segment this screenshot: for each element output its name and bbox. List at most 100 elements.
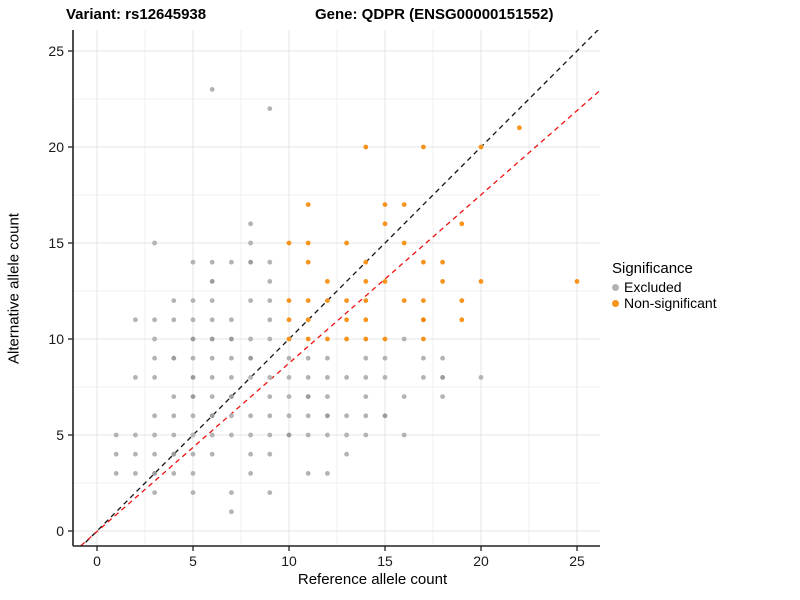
data-point (325, 394, 330, 399)
data-point (401, 298, 407, 303)
data-point (229, 394, 234, 399)
data-point (363, 259, 369, 265)
data-point (152, 413, 158, 419)
data-point (421, 375, 426, 380)
data-point (267, 413, 273, 419)
data-point (267, 490, 273, 495)
data-point (478, 144, 484, 150)
data-point (478, 375, 484, 380)
data-point (248, 355, 254, 361)
data-point (190, 259, 196, 265)
data-point (517, 125, 522, 131)
data-point (152, 355, 158, 361)
data-point (421, 298, 426, 303)
data-point (286, 317, 292, 323)
data-point (229, 259, 234, 265)
data-point (325, 279, 330, 284)
data-point (171, 432, 177, 438)
data-point (133, 317, 138, 323)
data-point (344, 432, 349, 438)
data-point (171, 355, 177, 361)
data-point (113, 432, 119, 438)
data-point (190, 355, 196, 361)
data-point (248, 240, 254, 246)
data-point (440, 375, 445, 380)
data-point (305, 471, 311, 476)
data-point (267, 394, 273, 399)
data-point (229, 375, 234, 380)
data-point (229, 355, 234, 361)
data-point (440, 259, 445, 265)
data-point (286, 355, 292, 361)
data-point (209, 87, 215, 92)
data-point (209, 375, 215, 380)
data-point (325, 432, 330, 438)
data-point (190, 394, 196, 399)
data-point (421, 336, 426, 342)
data-point (152, 432, 158, 438)
data-point (344, 298, 349, 303)
data-point (229, 336, 234, 342)
data-point (133, 471, 138, 476)
data-point (248, 336, 254, 342)
data-point (286, 298, 292, 303)
data-point (267, 432, 273, 438)
data-point (133, 375, 138, 380)
data-point (229, 317, 234, 323)
data-point (305, 259, 311, 265)
data-point (440, 394, 445, 399)
data-point (421, 355, 426, 361)
non-significant-dot-icon (612, 299, 619, 307)
data-point (133, 451, 138, 457)
data-point (171, 394, 177, 399)
data-point (209, 355, 215, 361)
data-point (248, 432, 254, 438)
data-point (401, 336, 407, 342)
data-point (401, 202, 407, 208)
data-point (363, 355, 369, 361)
data-point (171, 317, 177, 323)
data-point (459, 221, 465, 227)
data-point (113, 451, 119, 457)
data-point (190, 336, 196, 342)
y-axis-title: Alternative allele count (5, 213, 23, 364)
data-point (152, 336, 158, 342)
x-tick-label: 15 (377, 553, 393, 569)
x-tick-label: 25 (569, 553, 585, 569)
data-point (344, 240, 349, 246)
data-point (152, 490, 158, 495)
data-point (190, 490, 196, 495)
data-point (305, 336, 311, 342)
data-point (152, 451, 158, 457)
data-point (248, 451, 254, 457)
data-point (382, 355, 388, 361)
data-point (305, 432, 311, 438)
data-point (382, 413, 388, 419)
data-point (421, 144, 426, 150)
data-point (248, 375, 254, 380)
data-point (440, 279, 445, 284)
data-point (305, 240, 311, 246)
data-point (421, 317, 426, 323)
data-point (229, 432, 234, 438)
data-point (248, 413, 254, 419)
data-point (421, 259, 426, 265)
data-point (286, 336, 292, 342)
data-point (209, 432, 215, 438)
data-point (113, 471, 119, 476)
data-point (344, 451, 349, 457)
data-point (363, 298, 369, 303)
data-point (305, 317, 311, 323)
data-point (209, 451, 215, 457)
data-point (190, 413, 196, 419)
data-point (229, 490, 234, 495)
legend-title: Significance (612, 260, 693, 277)
data-point (382, 279, 388, 284)
legend-item-excluded: Excluded (612, 279, 717, 295)
data-point (382, 336, 388, 342)
data-point (190, 375, 196, 380)
data-point (382, 221, 388, 227)
data-point (133, 432, 138, 438)
data-point (325, 336, 330, 342)
data-point (305, 298, 311, 303)
